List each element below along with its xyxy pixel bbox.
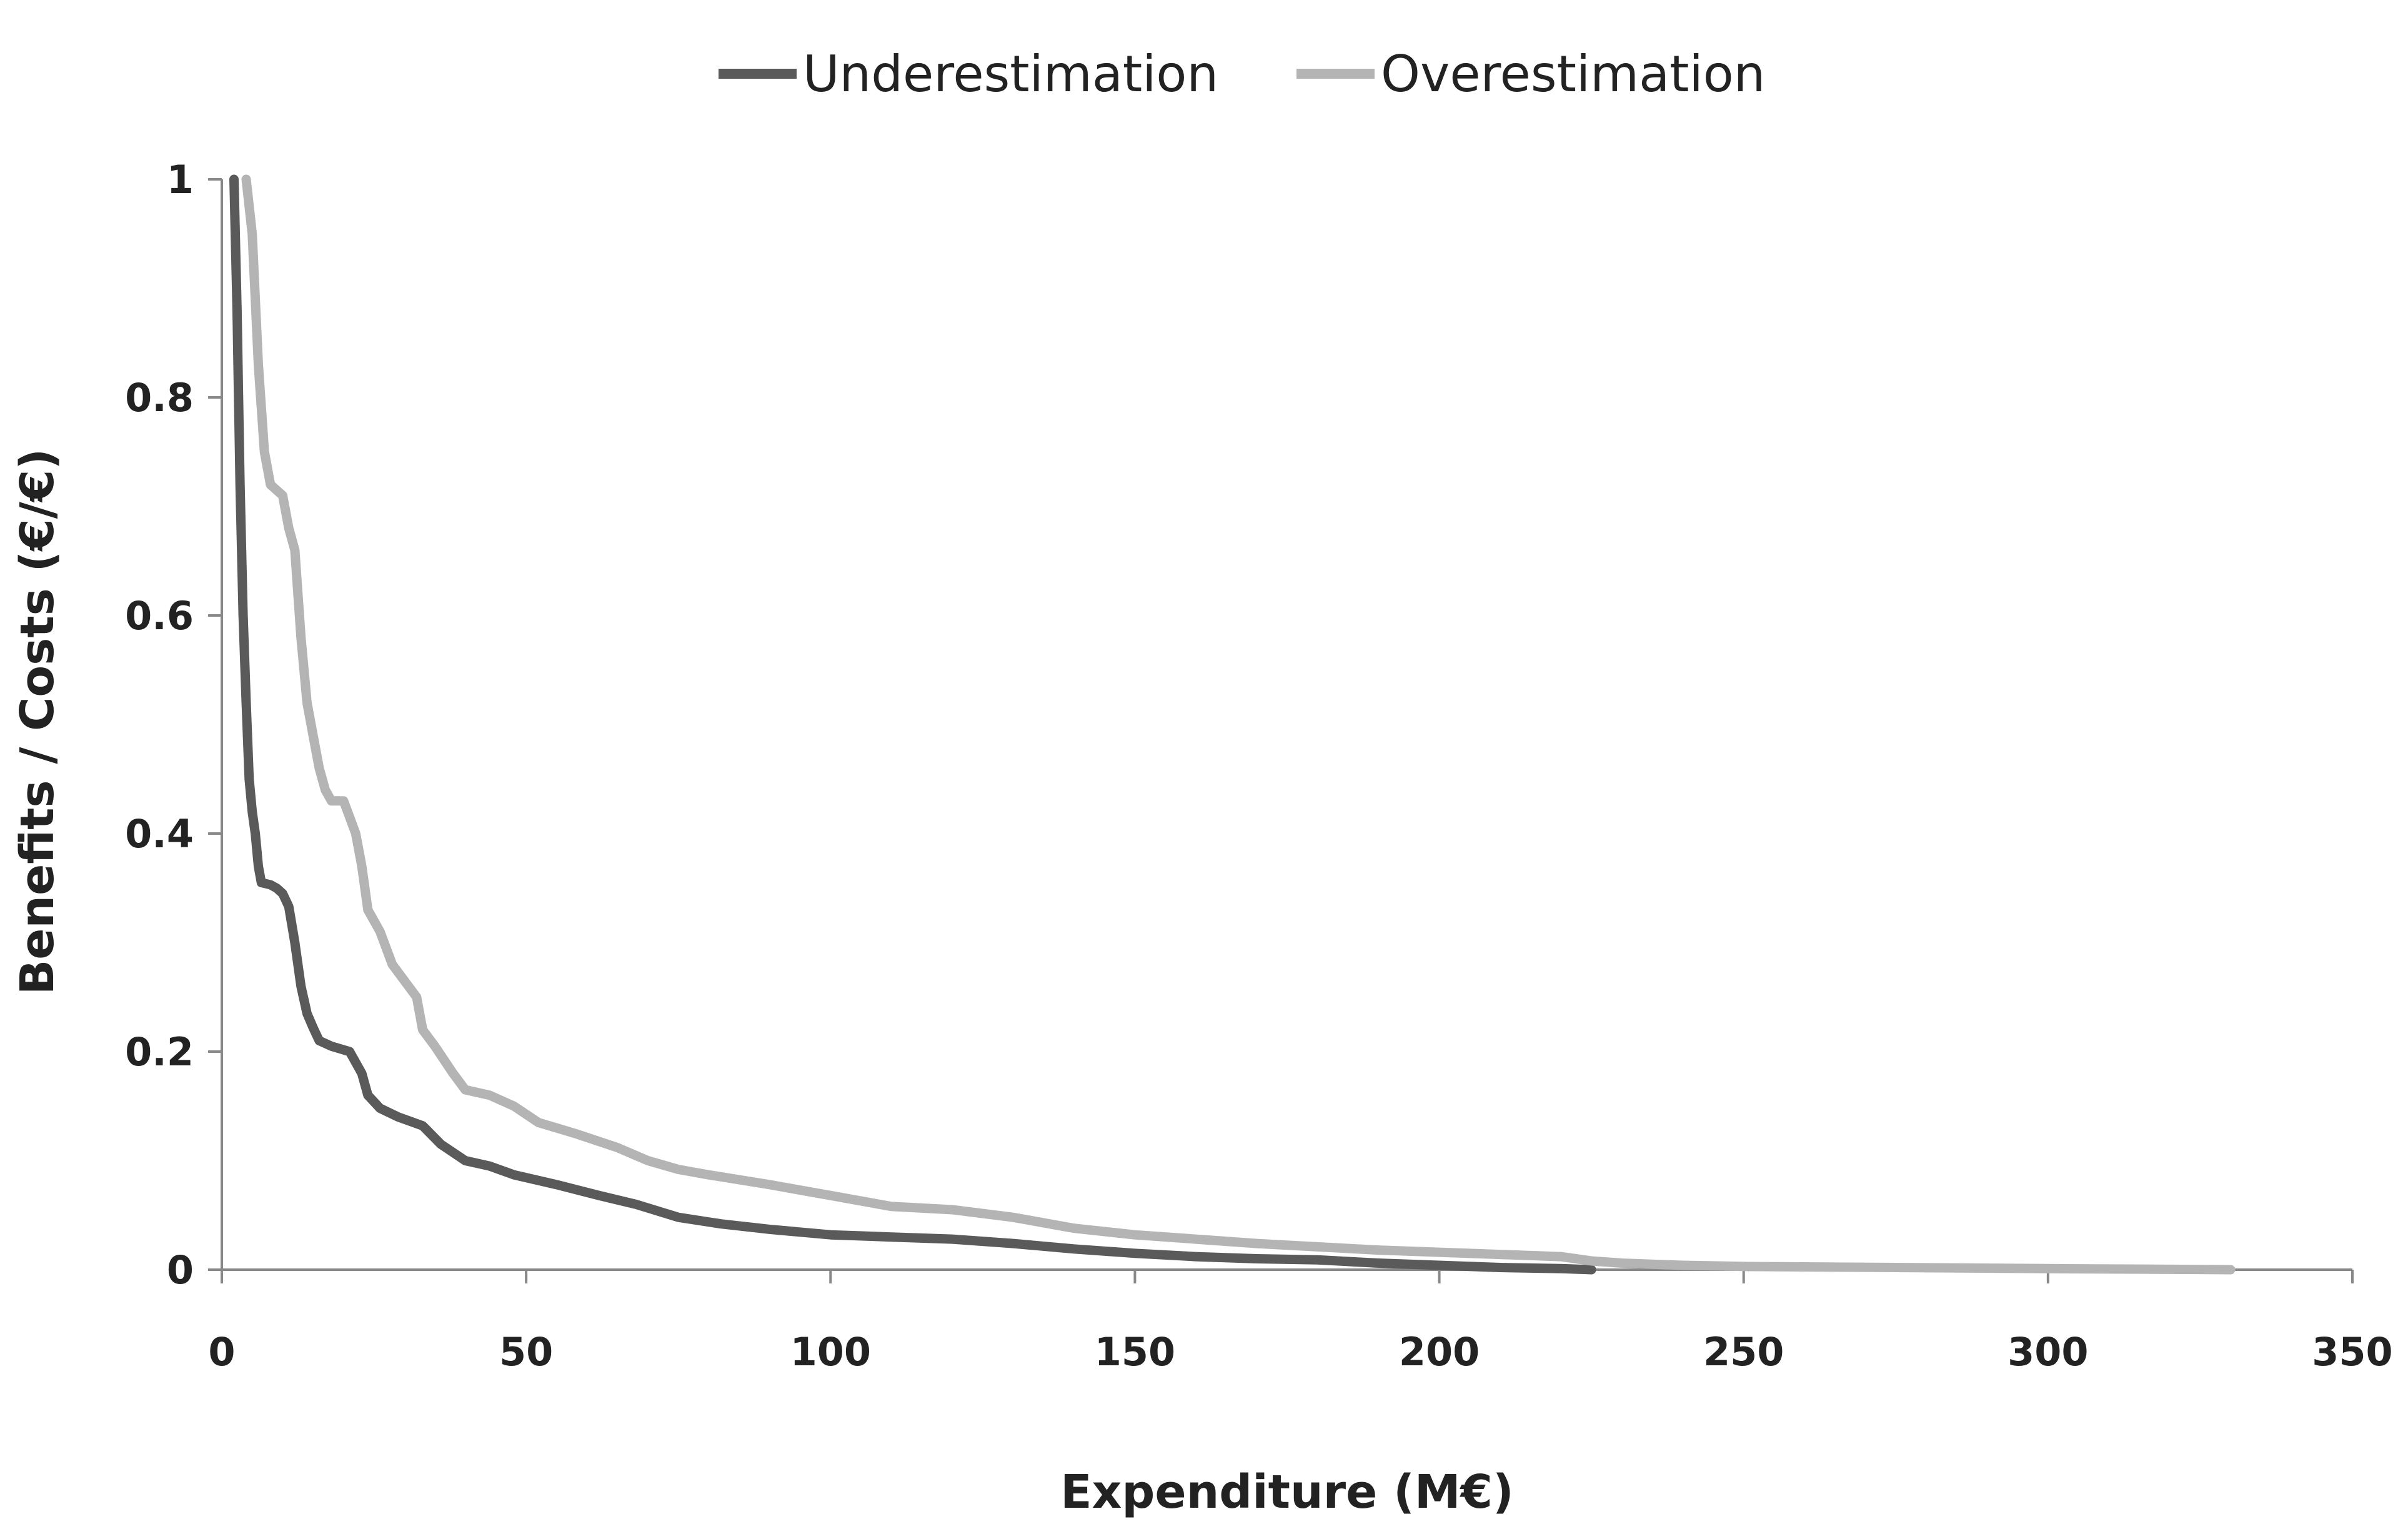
x-tick-label: 150	[1095, 1329, 1175, 1375]
x-tick-label: 300	[2007, 1329, 2088, 1375]
y-ticks: 0 0.2 0.4 0.6 0.8 1	[125, 157, 222, 1293]
series-line-overestimation	[241, 174, 2236, 1275]
legend: Underestimation Overestimation	[719, 45, 1765, 103]
x-axis-title: Expenditure (M€)	[1060, 1465, 1514, 1519]
x-tick-label: 200	[1399, 1329, 1480, 1375]
x-tick-label: 0	[208, 1329, 235, 1375]
y-tick-label: 0	[167, 1247, 194, 1293]
series-group	[229, 174, 2236, 1275]
y-tick-label: 0.4	[125, 811, 194, 857]
x-ticks: 0 50 100 150 200 250 300 350	[208, 1270, 2393, 1375]
y-tick-label: 0.6	[125, 593, 194, 639]
series-line-underestimation	[229, 174, 1596, 1275]
y-axis-title: Benefits / Costs (€/€)	[11, 449, 64, 995]
y-tick-label: 1	[167, 157, 194, 202]
y-tick-label: 0.8	[125, 375, 194, 421]
x-tick-label: 250	[1703, 1329, 1784, 1375]
x-tick-label: 350	[2312, 1329, 2392, 1375]
legend-label-underestimation: Underestimation	[803, 45, 1218, 103]
x-tick-label: 50	[499, 1329, 553, 1375]
legend-label-overestimation: Overestimation	[1381, 45, 1765, 103]
x-tick-label: 100	[790, 1329, 871, 1375]
y-tick-label: 0.2	[125, 1029, 194, 1075]
